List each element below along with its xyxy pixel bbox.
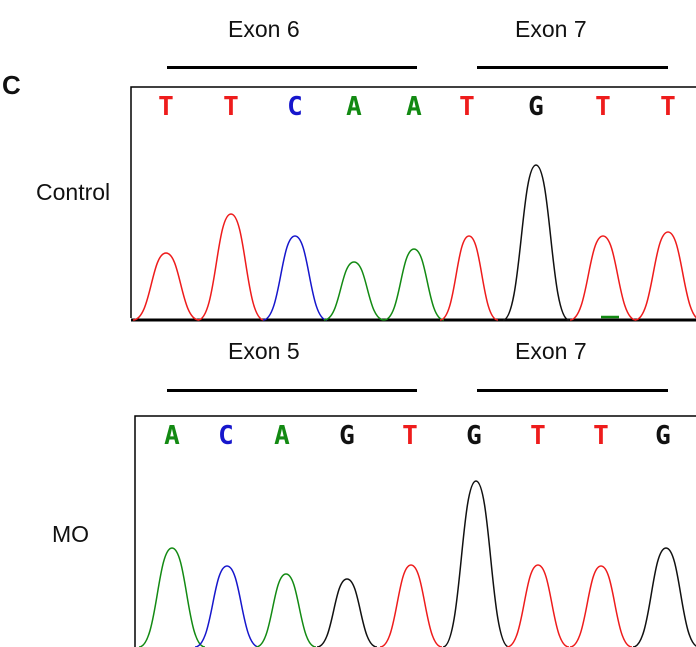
control-exon-right-label: Exon 7 xyxy=(515,16,587,42)
mo-base-8: G xyxy=(655,421,671,451)
control-sample-label: Control xyxy=(36,179,111,205)
control-peak-1 xyxy=(197,213,265,321)
mo-base-5: G xyxy=(466,421,482,451)
control-peak-5 xyxy=(439,235,499,321)
mo-base-3: G xyxy=(339,421,355,451)
control-peak-7 xyxy=(569,235,637,321)
mo-exon-right-label: Exon 7 xyxy=(515,338,587,364)
control-base-0: T xyxy=(158,92,174,122)
mo-exon-right-bar xyxy=(477,389,668,392)
control-base-5: T xyxy=(459,92,475,122)
mo-sample-label: MO xyxy=(52,521,90,547)
control-peak-4 xyxy=(383,248,445,321)
mo-base-2: A xyxy=(274,421,290,451)
mo-peak-3 xyxy=(316,578,378,647)
control-peak-0 xyxy=(132,252,200,321)
mo-frame xyxy=(134,415,696,647)
mo-peak-1 xyxy=(194,565,260,647)
control-base-3: A xyxy=(346,92,362,122)
mo-peak-0 xyxy=(138,547,206,647)
control-base-2: C xyxy=(287,92,303,122)
mo-peak-4 xyxy=(379,564,443,647)
control-exon-left-label: Exon 6 xyxy=(228,16,300,42)
mo-base-0: A xyxy=(164,421,180,451)
control-exon-left-bar xyxy=(167,66,417,69)
mo-base-7: T xyxy=(593,421,609,451)
mo-exon-left-bar xyxy=(167,389,417,392)
mo-base-4: T xyxy=(402,421,418,451)
control-peak-2 xyxy=(262,235,328,321)
mo-base-1: C xyxy=(218,421,234,451)
control-peak-6 xyxy=(502,164,570,321)
mo-exon-left-label: Exon 5 xyxy=(228,338,300,364)
control-base-6: G xyxy=(528,92,544,122)
control-peak-3 xyxy=(323,261,385,321)
mo-peak-7 xyxy=(569,565,633,647)
control-frame xyxy=(130,86,696,318)
mo-peak-2 xyxy=(255,573,317,647)
control-base-4: A xyxy=(406,92,422,122)
control-base-1: T xyxy=(223,92,239,122)
control-base-7: T xyxy=(595,92,611,122)
control-peak-8 xyxy=(634,231,696,321)
mo-peak-5 xyxy=(442,480,510,647)
mo-base-6: T xyxy=(530,421,546,451)
mo-peak-6 xyxy=(506,564,570,647)
control-base-8: T xyxy=(660,92,676,122)
mo-trace xyxy=(138,480,696,647)
control-exon-right-bar xyxy=(477,66,668,69)
mo-peak-8 xyxy=(632,547,696,647)
panel-label: C xyxy=(2,70,21,100)
control-trace xyxy=(132,164,696,321)
